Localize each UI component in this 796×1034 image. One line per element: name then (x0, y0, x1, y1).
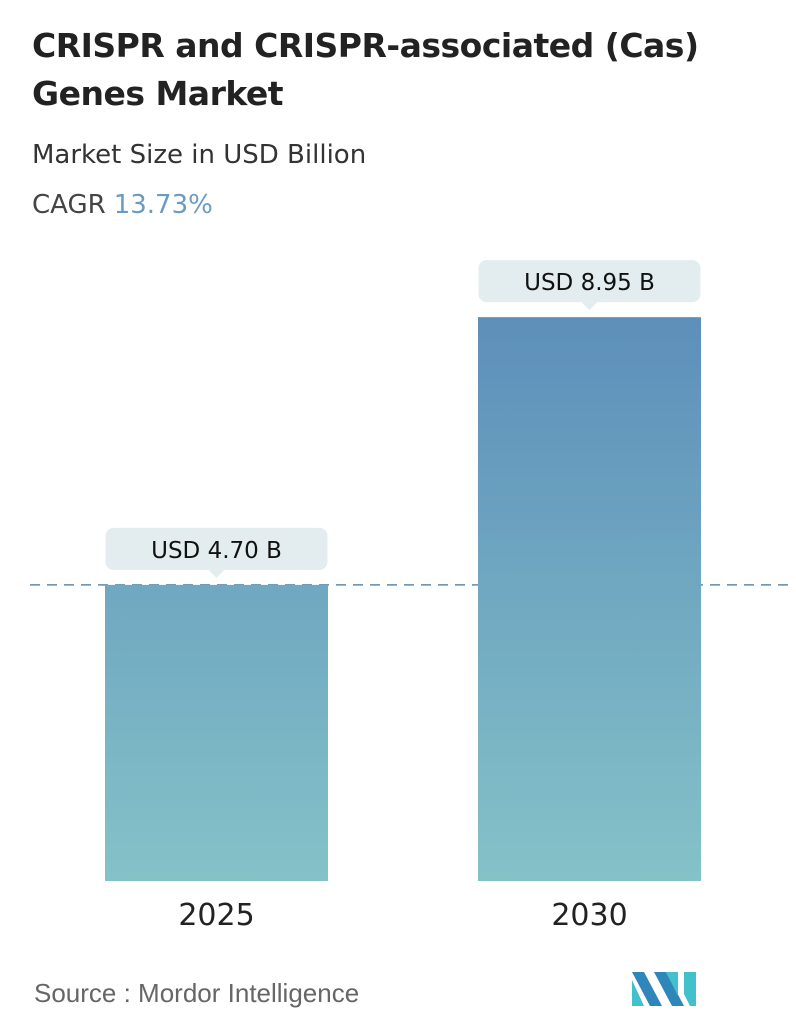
data-label-pointer (581, 302, 598, 311)
cagr-value: 13.73% (113, 190, 213, 220)
mordor-logo (632, 972, 696, 1006)
source-text: Source : Mordor Intelligence (34, 978, 360, 1008)
bar-2030 (478, 317, 701, 881)
cagr-label: CAGR (32, 190, 106, 220)
data-label-pointer (208, 569, 225, 578)
data-label-bg (105, 527, 328, 570)
cagr: CAGR 13.73% (32, 190, 213, 220)
chart-subtitle: Market Size in USD Billion (32, 140, 367, 170)
x-tick-label: 2030 (551, 898, 627, 933)
bar-2025 (105, 584, 328, 881)
data-label-bg (478, 260, 701, 303)
x-tick-label: 2025 (178, 898, 254, 933)
data-label: USD 4.70 B (151, 538, 282, 564)
chart-title: CRISPR and CRISPR-associated (Cas) Genes… (32, 26, 699, 113)
data-label: USD 8.95 B (524, 270, 655, 296)
